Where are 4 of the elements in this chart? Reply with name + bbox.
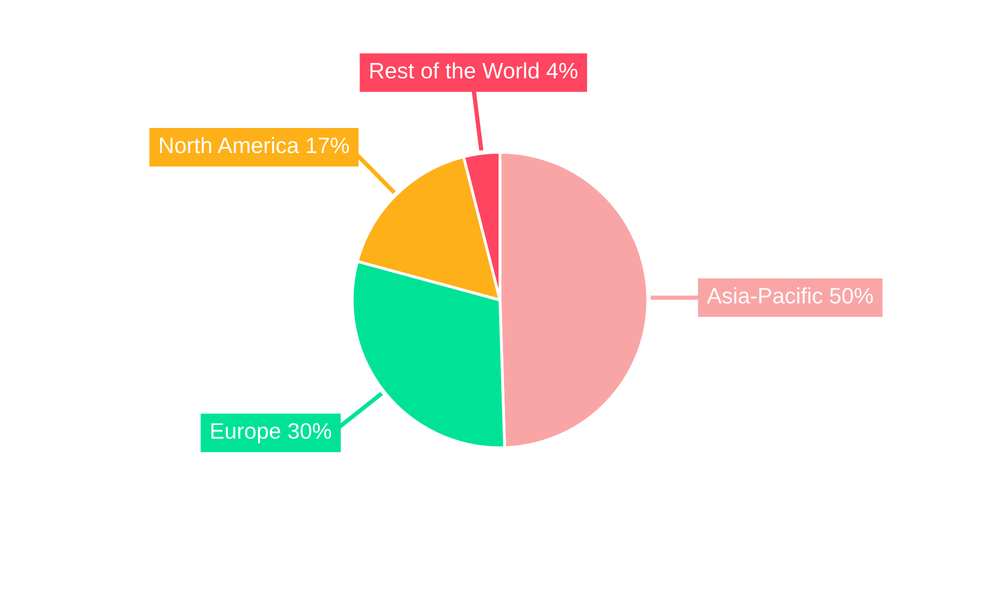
slice-label: Rest of the World 4% [370,62,578,79]
slice-label: Europe 30% [211,423,332,444]
slice-label: North America 17% [160,136,349,154]
slice-label: Asia-Pacific 50% [706,287,873,304]
